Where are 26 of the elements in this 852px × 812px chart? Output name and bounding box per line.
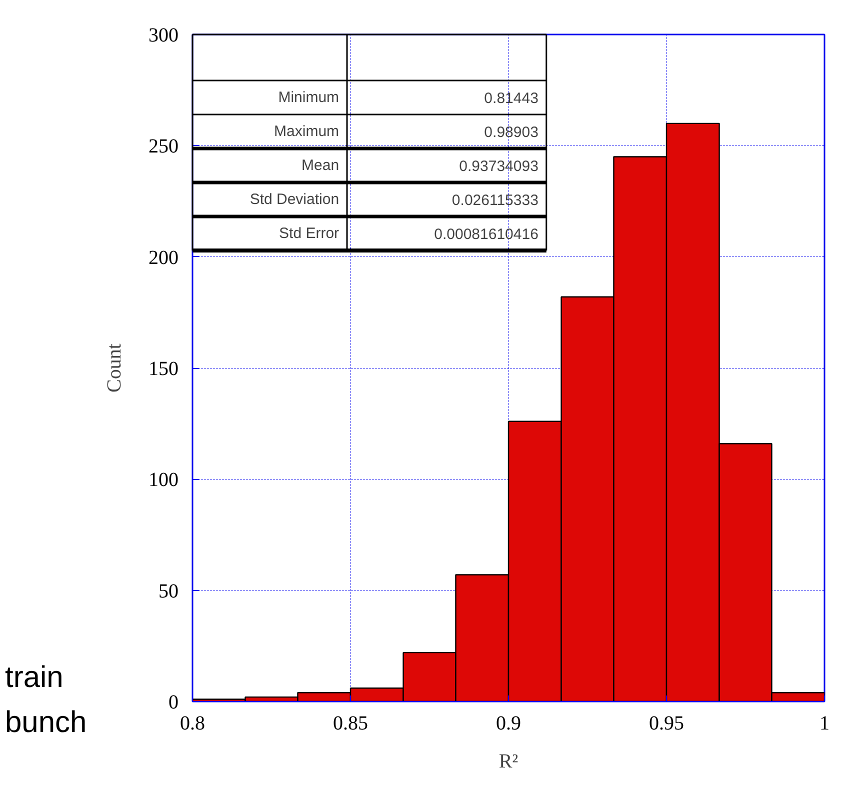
y-tick-label: 0 — [168, 692, 178, 714]
y-tick-label: 150 — [148, 358, 178, 380]
text: bunch — [5, 706, 87, 739]
y-tick-label: 300 — [148, 24, 178, 46]
annotation: 0.98903 — [484, 124, 538, 141]
x-tick-label: 0.9 — [496, 712, 521, 734]
annotation: 0.00081610416 — [434, 226, 538, 243]
annotation: Std Deviation — [250, 191, 340, 208]
x-tick-label: 0.85 — [333, 712, 368, 734]
y-tick-label: 100 — [148, 469, 178, 492]
y-tick-label: 50 — [158, 580, 178, 602]
annotation: Std Error — [279, 225, 340, 242]
annotation: Mean — [302, 157, 340, 174]
annotation: Minimum — [278, 89, 340, 106]
annotation: 0.026115333 — [452, 192, 538, 209]
annotation: Maximum — [274, 123, 340, 140]
y-axis-title: Count — [104, 343, 126, 392]
text: train — [5, 661, 64, 694]
x-tick-label: 0.95 — [649, 712, 684, 734]
annotation: 0.93734093 — [459, 158, 538, 175]
y-tick-label: 200 — [148, 246, 178, 269]
y-tick-label: 250 — [148, 136, 178, 158]
x-tick-label: 1 — [820, 712, 830, 734]
annotation: 0.81443 — [484, 90, 538, 107]
x-axis-title: R² — [498, 750, 518, 772]
x-tick-label: 0.8 — [180, 712, 205, 734]
